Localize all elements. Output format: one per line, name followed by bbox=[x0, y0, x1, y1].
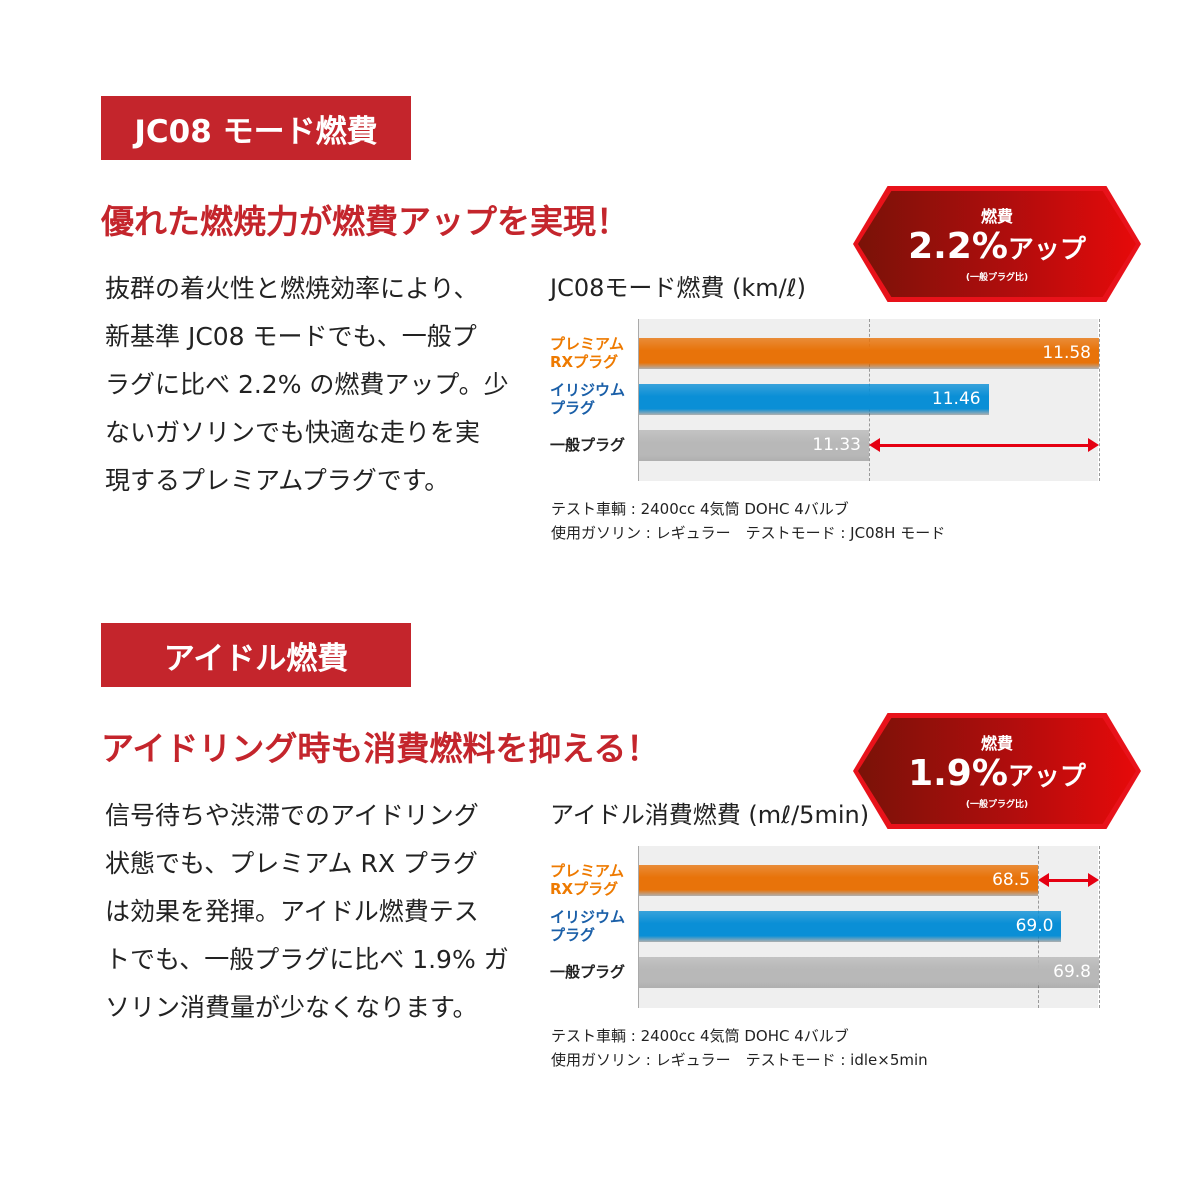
category-label: プレミアム RXプラグ bbox=[550, 335, 638, 371]
note-line: テスト車輌 : 2400cc 4気筒 DOHC 4バルブ bbox=[551, 500, 849, 518]
category-label: イリジウム プラグ bbox=[550, 908, 638, 944]
badge-note: (一般プラグ比) bbox=[965, 273, 1029, 283]
category-label-line: プラグ bbox=[550, 926, 596, 944]
category-label-line: RXプラグ bbox=[550, 353, 619, 371]
bar: 11.58 bbox=[639, 338, 1099, 369]
bar: 69.0 bbox=[639, 911, 1062, 942]
category-label-line: 一般プラグ bbox=[550, 963, 626, 981]
bar: 68.5 bbox=[639, 865, 1038, 896]
description-line: トでも、一般プラグに比べ 1.9% ガ bbox=[105, 945, 509, 974]
category-label-line: プラグ bbox=[550, 399, 596, 417]
bar: 11.33 bbox=[639, 430, 869, 461]
badge-label: 燃費 bbox=[980, 734, 1013, 753]
section-tag: アイドル燃費 bbox=[101, 623, 411, 687]
description: 抜群の着火性と燃焼効率により、 新基準 JC08 モードでも、一般プラグに比べ 2… bbox=[105, 265, 525, 505]
plot-area: 68.5 69.0 69.8 bbox=[638, 846, 1100, 1008]
badge-label: 燃費 bbox=[980, 207, 1013, 226]
reference-line bbox=[1099, 319, 1100, 481]
test-notes: テスト車輌 : 2400cc 4気筒 DOHC 4バルブ 使用ガソリン : レギ… bbox=[551, 497, 945, 545]
reference-line bbox=[1099, 846, 1100, 1008]
badge-suffix: アップ bbox=[1007, 762, 1086, 792]
category-label: プレミアム RXプラグ bbox=[550, 862, 638, 898]
description-line: ラグに比べ 2.2% の燃費アップ。少 bbox=[105, 370, 509, 399]
improvement-badge: 燃費 2.2%アップ (一般プラグ比) bbox=[853, 186, 1141, 302]
chart-title: JC08モード燃費 (km/ℓ) bbox=[550, 274, 807, 302]
description: 信号待ちや渋滞でのアイドリング 状態でも、プレミアム RX プラグ は効果を発揮。ア… bbox=[105, 792, 525, 1032]
description-line: 抜群の着火性と燃焼効率により、 bbox=[105, 274, 479, 303]
test-notes: テスト車輌 : 2400cc 4気筒 DOHC 4バルブ 使用ガソリン : レギ… bbox=[551, 1024, 928, 1072]
category-label-line: 一般プラグ bbox=[550, 436, 626, 454]
category-label: イリジウム プラグ bbox=[550, 381, 638, 417]
description-line: 信号待ちや渋滞でのアイドリング bbox=[105, 801, 479, 830]
difference-arrow bbox=[1037, 873, 1100, 887]
category-label-line: イリジウム bbox=[550, 381, 626, 399]
note-line: 使用ガソリン : レギュラー テストモード : JC08H モード bbox=[551, 524, 946, 542]
description-line: ないガソリンでも快適な走りを実 bbox=[105, 418, 481, 447]
section-tag: JC08 モード燃費 bbox=[101, 96, 411, 160]
badge-value: 1.9% bbox=[908, 753, 1008, 794]
bar-value-label: 68.5 bbox=[992, 870, 1030, 890]
bar-value-label: 69.8 bbox=[1053, 962, 1091, 982]
description-line: 現するプレミアムプラグです。 bbox=[105, 466, 450, 495]
bar-value-label: 69.0 bbox=[1015, 916, 1054, 936]
bar-chart: 68.5 69.0 69.8 プレミアム RXプラグ イリジウム プラグ 一般プラグ bbox=[550, 846, 1110, 1008]
description-line: 新基準 JC08 モードでも、一般プ bbox=[105, 322, 477, 351]
category-label-line: イリジウム bbox=[550, 908, 626, 926]
headline: 優れた燃焼力が燃費アップを実現！ bbox=[101, 202, 629, 241]
category-label-line: プレミアム bbox=[550, 862, 624, 880]
category-label: 一般プラグ bbox=[550, 963, 638, 981]
category-label: 一般プラグ bbox=[550, 436, 638, 454]
description-line: 状態でも、プレミアム RX プラグ bbox=[105, 849, 478, 878]
category-label-line: RXプラグ bbox=[550, 880, 619, 898]
chart-title: アイドル消費燃費 (mℓ/5min) bbox=[550, 801, 870, 829]
section-1: JC08 モード燃費 優れた燃焼力が燃費アップを実現！ 抜群の着火性と燃焼効率に… bbox=[0, 0, 1200, 560]
description-line: ソリン消費量が少なくなります。 bbox=[105, 993, 478, 1022]
badge-value: 2.2% bbox=[908, 226, 1008, 267]
bar-value-label: 11.33 bbox=[812, 435, 861, 455]
bar: 69.8 bbox=[639, 957, 1099, 988]
difference-arrow bbox=[869, 438, 1099, 452]
bar-value-label: 11.58 bbox=[1042, 343, 1091, 363]
badge-suffix: アップ bbox=[1007, 235, 1086, 265]
section-2: アイドル燃費 アイドリング時も消費燃料を抑える！ 信号待ちや渋滞でのアイドリング… bbox=[0, 527, 1200, 1087]
bar: 11.46 bbox=[639, 384, 989, 415]
plot-area: 11.58 11.46 11.33 bbox=[638, 319, 1100, 481]
description-line: は効果を発揮。アイドル燃費テス bbox=[105, 897, 479, 926]
note-line: テスト車輌 : 2400cc 4気筒 DOHC 4バルブ bbox=[551, 1027, 849, 1045]
category-label-line: プレミアム bbox=[550, 335, 624, 353]
bar-chart: 11.58 11.46 11.33 プレミアム RXプラグ イリジウム プラグ 一般プラグ bbox=[550, 319, 1110, 481]
bar-value-label: 11.46 bbox=[931, 389, 981, 409]
headline: アイドリング時も消費燃料を抑える！ bbox=[101, 729, 660, 768]
improvement-badge: 燃費 1.9%アップ (一般プラグ比) bbox=[853, 713, 1141, 829]
badge-note: (一般プラグ比) bbox=[965, 800, 1029, 810]
note-line: 使用ガソリン : レギュラー テストモード : idle×5min bbox=[551, 1051, 928, 1069]
